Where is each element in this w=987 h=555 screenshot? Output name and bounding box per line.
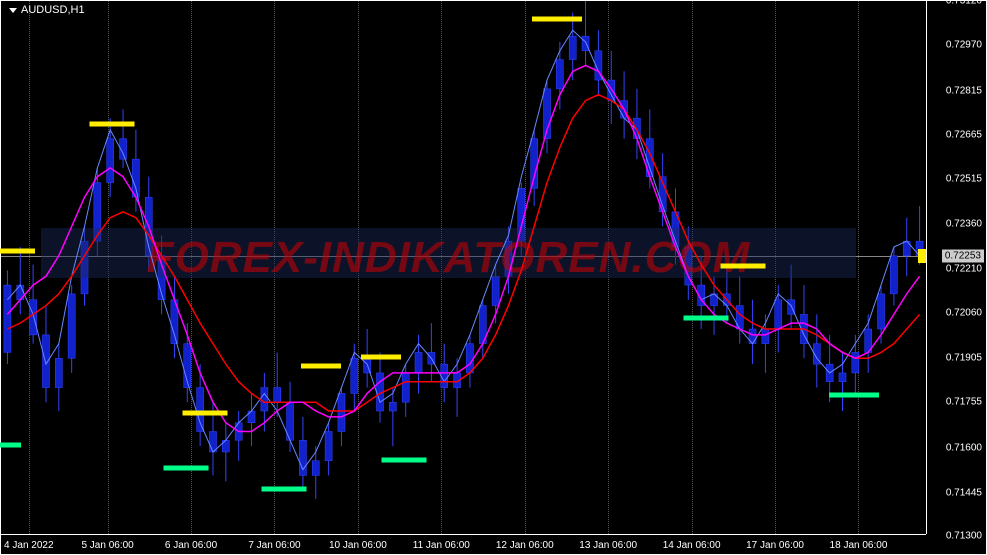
x-tick-label: 6 Jan 06:00 — [165, 540, 217, 551]
chart-title: AUDUSD,H1 — [9, 4, 85, 16]
dropdown-icon[interactable] — [9, 8, 17, 13]
y-tick-label: 0.71905 — [946, 353, 982, 364]
chart-container: AUDUSD,H1 FOREX-INDIKATOREN.COM 0.731200… — [0, 0, 987, 555]
green-marker — [382, 457, 427, 462]
green-marker — [683, 316, 728, 321]
y-tick-label: 0.73120 — [946, 0, 982, 7]
x-tick-label: 17 Jan 06:00 — [746, 540, 804, 551]
yellow-marker — [90, 122, 135, 127]
x-tick-label: 5 Jan 06:00 — [81, 540, 133, 551]
plot-area[interactable]: FOREX-INDIKATOREN.COM — [1, 1, 926, 534]
x-tick-label: 12 Jan 06:00 — [496, 540, 554, 551]
y-tick-label: 0.72060 — [946, 307, 982, 318]
y-tick-label: 0.71600 — [946, 442, 982, 453]
x-tick-label: 14 Jan 06:00 — [663, 540, 721, 551]
green-marker — [829, 392, 879, 397]
price-marker-icon — [918, 249, 926, 263]
x-tick-label: 4 Jan 2022 — [4, 540, 54, 551]
green-marker — [164, 466, 209, 471]
y-tick-label: 0.72210 — [946, 263, 982, 274]
yellow-marker — [182, 410, 227, 415]
y-tick-label: 0.72815 — [946, 85, 982, 96]
y-tick-label: 0.72665 — [946, 129, 982, 140]
x-tick-label: 18 Jan 06:00 — [830, 540, 888, 551]
x-tick-label: 10 Jan 06:00 — [329, 540, 387, 551]
yellow-marker — [361, 354, 401, 359]
x-tick-label: 13 Jan 06:00 — [579, 540, 637, 551]
green-marker — [0, 442, 21, 447]
green-marker — [261, 486, 306, 491]
y-tick-label: 0.71445 — [946, 488, 982, 499]
yellow-marker — [301, 363, 341, 368]
y-tick-label: 0.72360 — [946, 219, 982, 230]
indicator-lines — [1, 1, 926, 534]
price-tag: 0.72253 — [942, 249, 984, 262]
symbol-label: AUDUSD,H1 — [21, 4, 85, 16]
yellow-marker — [720, 263, 765, 268]
y-axis: 0.73120 0.72970 0.72815 0.72665 0.72515 0.723… — [926, 1, 986, 534]
y-tick-label: 0.71755 — [946, 397, 982, 408]
yellow-marker — [0, 248, 35, 253]
y-tick-label: 0.72970 — [946, 40, 982, 51]
y-tick-label: 0.72515 — [946, 173, 982, 184]
x-tick-label: 7 Jan 06:00 — [248, 540, 300, 551]
y-tick-label: 0.71300 — [946, 531, 982, 542]
x-axis: 4 Jan 2022 5 Jan 06:00 6 Jan 06:00 7 Jan 06… — [1, 534, 926, 554]
x-tick-label: 11 Jan 06:00 — [413, 540, 470, 551]
yellow-marker — [532, 16, 582, 21]
